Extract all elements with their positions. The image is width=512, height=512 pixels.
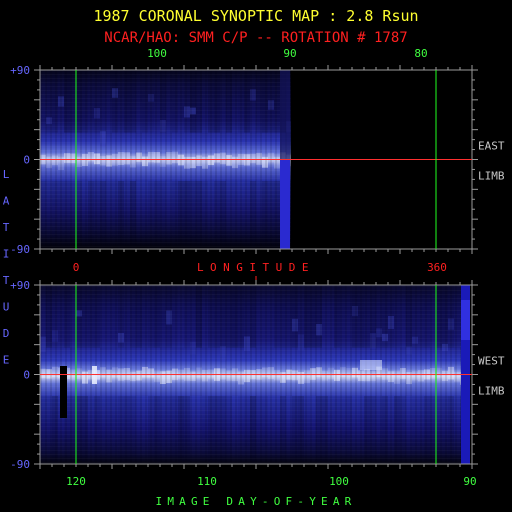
figure-subtitle: NCAR/HAO: SMM C/P -- ROTATION # 1787 bbox=[104, 30, 407, 46]
top-day-tick-label: 100 bbox=[147, 47, 167, 60]
top-day-tick-label: 80 bbox=[414, 47, 427, 60]
y-tick-label: -90 bbox=[10, 243, 30, 256]
day-of-year-tick-label: 90 bbox=[463, 475, 476, 488]
longitude-tick-label: 360 bbox=[427, 261, 447, 274]
latitude-label-letter: L bbox=[3, 168, 10, 181]
day-of-year-axis-label: IMAGE DAY-OF-YEAR bbox=[156, 495, 357, 508]
day-of-year-tick-label: 120 bbox=[66, 475, 86, 488]
longitude-axis-label: LONGITUDE bbox=[197, 261, 315, 274]
limb-label-top: EAST bbox=[478, 140, 505, 153]
latitude-label-letter: U bbox=[3, 301, 10, 314]
latitude-label-letter: T bbox=[3, 221, 10, 234]
top-day-tick-label: 90 bbox=[283, 47, 296, 60]
limb-label-bottom: LIMB bbox=[478, 385, 505, 398]
y-tick-label: 0 bbox=[23, 369, 30, 382]
day-of-year-tick-label: 100 bbox=[329, 475, 349, 488]
day-of-year-tick-label: 110 bbox=[197, 475, 217, 488]
heatmap-texture bbox=[40, 70, 291, 249]
y-tick-label: +90 bbox=[10, 64, 30, 77]
data-gap-bar bbox=[60, 366, 67, 418]
latitude-label-letter: T bbox=[3, 274, 10, 287]
west-data-edge-bright bbox=[461, 300, 470, 340]
y-tick-label: +90 bbox=[10, 279, 30, 292]
latitude-label-letter: A bbox=[3, 195, 10, 208]
latitude-label-letter: D bbox=[3, 327, 10, 340]
longitude-tick-label: 0 bbox=[73, 261, 80, 274]
y-tick-label: 0 bbox=[23, 154, 30, 167]
latitude-label-letter: E bbox=[3, 354, 10, 367]
panel-ticks bbox=[34, 65, 478, 254]
west-limb-panel: +90 0 -90 WEST LIMB 120 110 100 90 bbox=[10, 279, 505, 488]
latitude-label-letter: I bbox=[3, 248, 10, 261]
figure-title: 1987 CORONAL SYNOPTIC MAP : 2.8 Rsun bbox=[93, 7, 418, 25]
east-limb-panel: +90 0 -90 EAST LIMB 100 90 80 0 360 bbox=[10, 47, 505, 283]
east-data-edge-strip bbox=[280, 160, 290, 249]
panel-ticks bbox=[34, 280, 478, 469]
limb-label-top: WEST bbox=[478, 355, 505, 368]
limb-label-bottom: LIMB bbox=[478, 170, 505, 183]
bright-streamer bbox=[360, 360, 382, 370]
y-tick-label: -90 bbox=[10, 458, 30, 471]
